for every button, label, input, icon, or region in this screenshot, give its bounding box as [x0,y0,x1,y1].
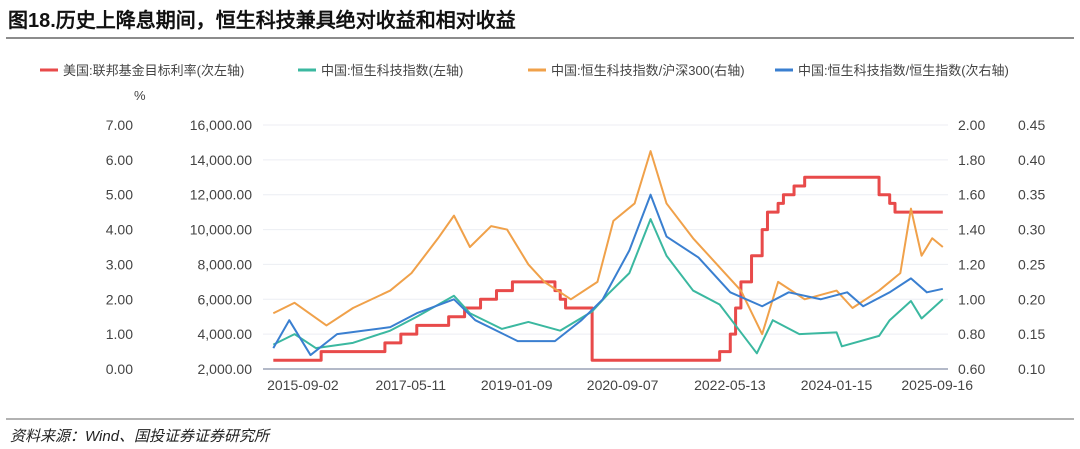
legend-item: 中国:恒生科技指数/恒生指数(次右轴) [775,63,1009,78]
y-tick-label-left2: 2,000.00 [198,361,253,377]
y-tick-label-left1: 1.00 [106,326,133,342]
y-tick-label-right1: 1.00 [958,291,985,307]
y-tick-label-right1: 0.80 [958,326,985,342]
y-tick-label-left2: 8,000.00 [198,256,253,272]
y-tick-label-right2: 0.20 [1018,291,1045,307]
y-tick-label-left1: 6.00 [106,152,133,168]
x-tick-label: 2015-09-02 [267,377,339,393]
series-line-0 [273,175,943,362]
y-tick-label-right1: 2.00 [958,117,985,133]
x-tick-label: 2024-01-15 [801,377,873,393]
y-tick-label-right1: 1.60 [958,187,985,203]
y-tick-label-right2: 0.30 [1018,222,1045,238]
x-tick-label: 2020-09-07 [587,377,659,393]
y-tick-label-right2: 0.40 [1018,152,1045,168]
y-tick-label-left1: 7.00 [106,117,133,133]
y-tick-label-left2: 14,000.00 [190,152,252,168]
y-tick-label-left2: 10,000.00 [190,222,252,238]
y-tick-label-left1: 2.00 [106,291,133,307]
legend-label: 中国:恒生科技指数/沪深300(右轴) [551,63,745,78]
y-tick-label-left2: 12,000.00 [190,187,252,203]
series-line-1 [272,218,944,355]
legend-label: 中国:恒生科技指数/恒生指数(次右轴) [798,63,1009,78]
unit-label: % [134,88,146,103]
y-tick-label-right1: 0.60 [958,361,985,377]
y-tick-label-left1: 0.00 [106,361,133,377]
legend: 美国:联邦基金目标利率(次左轴) 中国:恒生科技指数(左轴) 中国:恒生科技指数/沪… [40,63,1009,78]
y-tick-label-right2: 0.15 [1018,326,1045,342]
y-tick-label-right1: 1.80 [958,152,985,168]
legend-item: 中国:恒生科技指数/沪深300(右轴) [528,63,745,78]
y-tick-label-right1: 1.40 [958,222,985,238]
series-line-3 [272,193,944,357]
y-tick-label-left1: 4.00 [106,222,133,238]
y-tick-label-right2: 0.10 [1018,361,1045,377]
chart-title: 图18.历史上降息期间，恒生科技兼具绝对收益和相对收益 [8,8,516,32]
y-tick-label-left2: 16,000.00 [190,117,252,133]
y-tick-label-left2: 4,000.00 [198,326,253,342]
x-tick-label: 2022-05-13 [694,377,766,393]
legend-label: 中国:恒生科技指数(左轴) [321,63,463,78]
y-tick-label-left1: 5.00 [106,187,133,203]
x-tick-label: 2017-05-11 [375,377,446,393]
y-tick-label-right2: 0.45 [1018,117,1045,133]
legend-item: 中国:恒生科技指数(左轴) [298,63,463,78]
legend-item: 美国:联邦基金目标利率(次左轴) [40,63,244,78]
y-tick-label-right1: 1.20 [958,256,985,272]
y-tick-label-left2: 6,000.00 [198,291,253,307]
x-tick-label: 2025-09-16 [901,377,973,393]
plot-lines [272,150,944,362]
series-line-2 [272,150,944,336]
x-tick-label: 2019-01-09 [481,377,553,393]
legend-label: 美国:联邦基金目标利率(次左轴) [63,63,244,78]
axes: 0.00 1.00 2.00 3.00 4.00 5.00 6.00 7.00 2,000.00… [106,117,1046,393]
y-tick-label-right2: 0.35 [1018,187,1045,203]
source-note: 资料来源：Wind、国投证券证券研究所 [10,428,271,445]
y-tick-label-left1: 3.00 [106,256,133,272]
y-tick-label-right2: 0.25 [1018,256,1045,272]
